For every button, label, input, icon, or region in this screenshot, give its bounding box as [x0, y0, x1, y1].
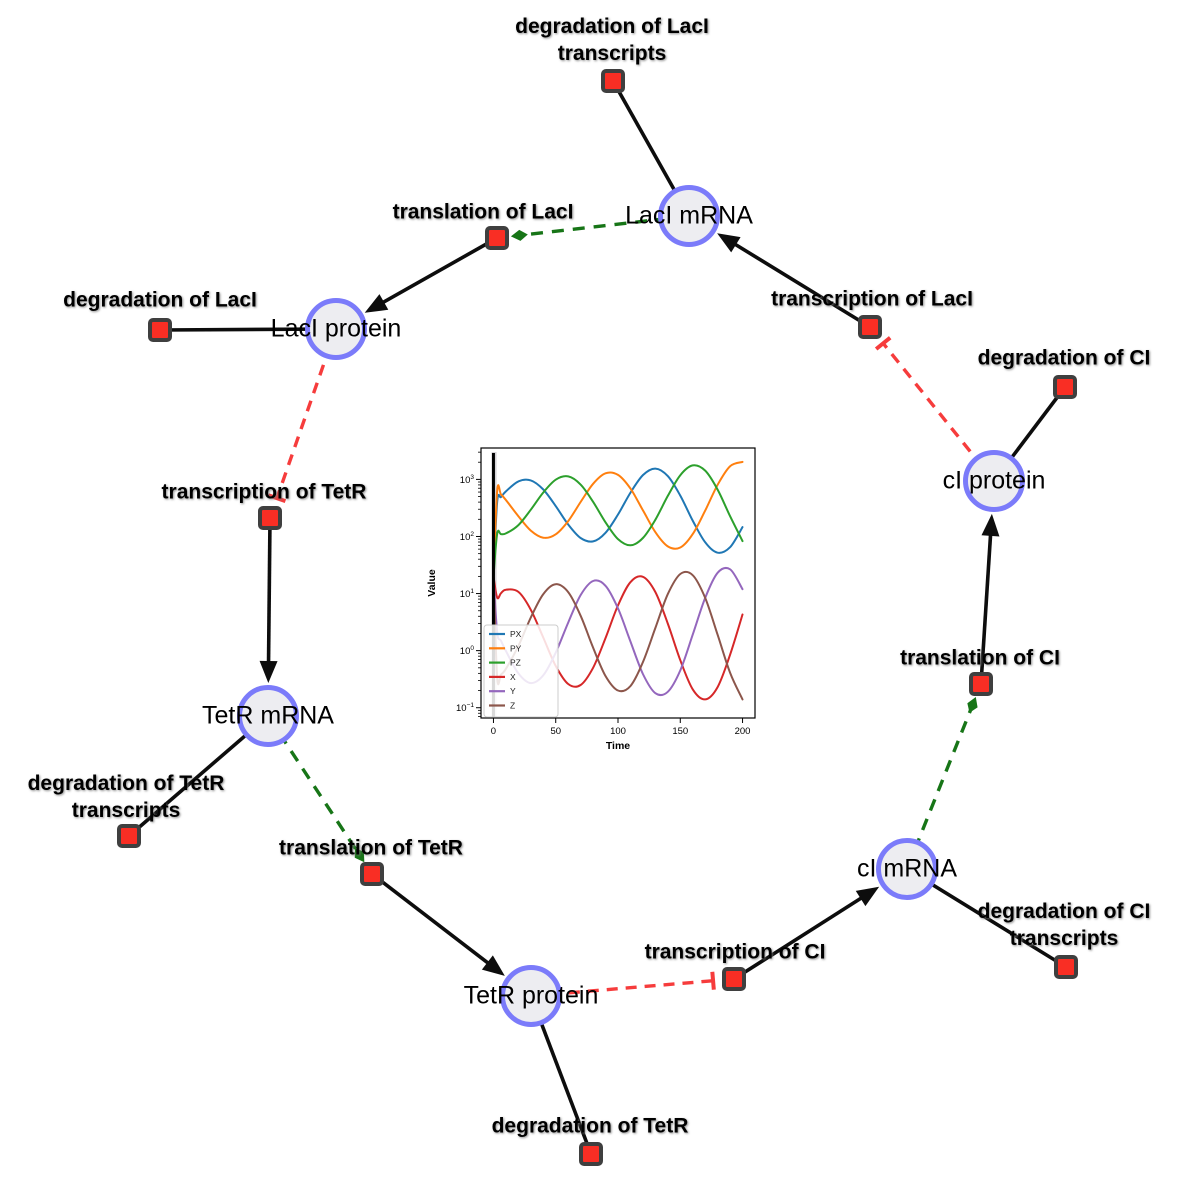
species-node-tetr_protein[interactable] — [500, 965, 562, 1027]
modifier-arrowhead-icon — [354, 848, 365, 863]
reaction-label-deg_ci: degradation of CI — [977, 346, 1151, 370]
arrowhead-icon — [481, 955, 505, 976]
x-tick-label: 0 — [491, 726, 496, 737]
inhibition-tee-icon — [874, 336, 892, 351]
species-node-laci_mrna[interactable] — [658, 185, 720, 247]
reaction-node-deg_laci[interactable] — [148, 318, 172, 342]
species-label-laci_mrna: LacI mRNA — [625, 201, 753, 230]
species-label-tetr_mrna: TetR mRNA — [202, 701, 334, 730]
edge-translation_tetr-tetr_protein — [370, 872, 505, 976]
reaction-label-deg_ci_ts: degradation of CI transcripts — [977, 900, 1151, 950]
y-tick-label: 10−1 — [456, 702, 474, 714]
reaction-label-deg_tetr: degradation of TetR — [491, 1114, 689, 1138]
edge-transcription_tetr-tetr_mrna — [259, 517, 278, 684]
reaction-label-deg_laci: degradation of LacI — [63, 288, 257, 312]
legend-entry-X: X — [510, 672, 516, 682]
reaction-label-deg_laci_ts: degradation of LacI transcripts — [515, 15, 709, 65]
simulation-plot: 0 50 100 150 200 103 102 101 100 10−1 Time Value PX P… — [425, 437, 775, 767]
reaction-node-deg_laci_ts[interactable] — [601, 69, 625, 93]
arrowhead-icon — [855, 886, 880, 907]
y-tick-label: 103 — [460, 474, 475, 486]
reaction-node-translation_laci[interactable] — [485, 226, 509, 250]
chart-legend: PX PY PZ XYZ — [483, 624, 559, 718]
legend-entry-PY: PY — [510, 643, 522, 653]
reaction-node-transcription_ci[interactable] — [722, 967, 746, 991]
reaction-node-deg_tetr_ts[interactable] — [117, 824, 141, 848]
inhibition-tee-icon — [710, 971, 716, 990]
species-label-tetr_protein: TetR protein — [463, 981, 599, 1010]
reaction-node-translation_tetr[interactable] — [360, 862, 384, 886]
series-line-PY — [492, 460, 744, 578]
reaction-label-transcription_laci: transcription of LacI — [771, 287, 973, 311]
reaction-label-transcription_ci: transcription of CI — [644, 940, 826, 964]
x-tick-label: 100 — [610, 726, 626, 737]
series-line-X — [492, 575, 744, 701]
x-tick-label: 150 — [672, 726, 688, 737]
y-tick-label: 101 — [460, 588, 475, 600]
edge-tetr_protein-transcription_ci — [530, 971, 716, 998]
reaction-label-deg_tetr_ts: degradation of TetR transcripts — [27, 772, 225, 822]
species-node-tetr_mrna[interactable] — [237, 685, 299, 747]
reaction-node-deg_tetr[interactable] — [579, 1142, 603, 1166]
time-course-chart: 0 50 100 150 20010310210110010−1TimeValuePXP… — [426, 447, 756, 752]
arrowhead-icon — [364, 294, 389, 313]
reaction-node-transcription_laci[interactable] — [858, 315, 882, 339]
species-label-laci_protein: LacI protein — [270, 314, 402, 343]
series-line-PZ — [492, 464, 744, 578]
species-node-laci_protein[interactable] — [305, 298, 367, 360]
species-node-ci_protein[interactable] — [963, 450, 1025, 512]
species-label-ci_protein: cI protein — [942, 466, 1046, 495]
species-label-ci_mrna: cI mRNA — [857, 854, 957, 883]
legend-entry-Y: Y — [510, 686, 516, 696]
inhibition-tee-icon — [267, 493, 287, 504]
modifier-arrowhead-icon — [967, 696, 978, 713]
legend-entry-Z: Z — [510, 701, 515, 711]
species-node-ci_mrna[interactable] — [876, 838, 938, 900]
x-tick-label: 50 — [550, 726, 561, 737]
y-tick-label: 100 — [460, 645, 475, 657]
arrowhead-icon — [981, 513, 1000, 537]
edge-deg_ci_ts-ci_mrna — [906, 867, 1067, 969]
x-tick-label: 200 — [735, 726, 751, 737]
edge-transcription_laci-laci_mrna — [717, 233, 871, 329]
reaction-label-transcription_tetr: transcription of TetR — [161, 480, 367, 504]
reaction-node-transcription_tetr[interactable] — [258, 506, 282, 530]
reaction-node-deg_ci[interactable] — [1053, 375, 1077, 399]
legend-entry-PZ: PZ — [510, 658, 521, 668]
reaction-label-translation_ci: translation of CI — [900, 646, 1060, 670]
arrowhead-icon — [717, 233, 741, 253]
y-axis-label: Value — [426, 569, 438, 597]
modifier-arrowhead-icon — [510, 229, 528, 241]
y-tick-label: 102 — [460, 531, 475, 543]
reaction-label-translation_laci: translation of LacI — [392, 200, 574, 224]
edge-translation_ci-ci_protein — [979, 513, 1000, 685]
edge-transcription_ci-ci_mrna — [733, 886, 880, 981]
reaction-label-translation_tetr: translation of TetR — [279, 836, 463, 860]
x-axis-label: Time — [606, 740, 630, 752]
reaction-node-translation_ci[interactable] — [969, 672, 993, 696]
arrowhead-icon — [259, 660, 278, 684]
reaction-node-deg_ci_ts[interactable] — [1054, 955, 1078, 979]
legend-entry-PX: PX — [510, 629, 522, 639]
edge-translation_laci-laci_protein — [364, 236, 498, 313]
